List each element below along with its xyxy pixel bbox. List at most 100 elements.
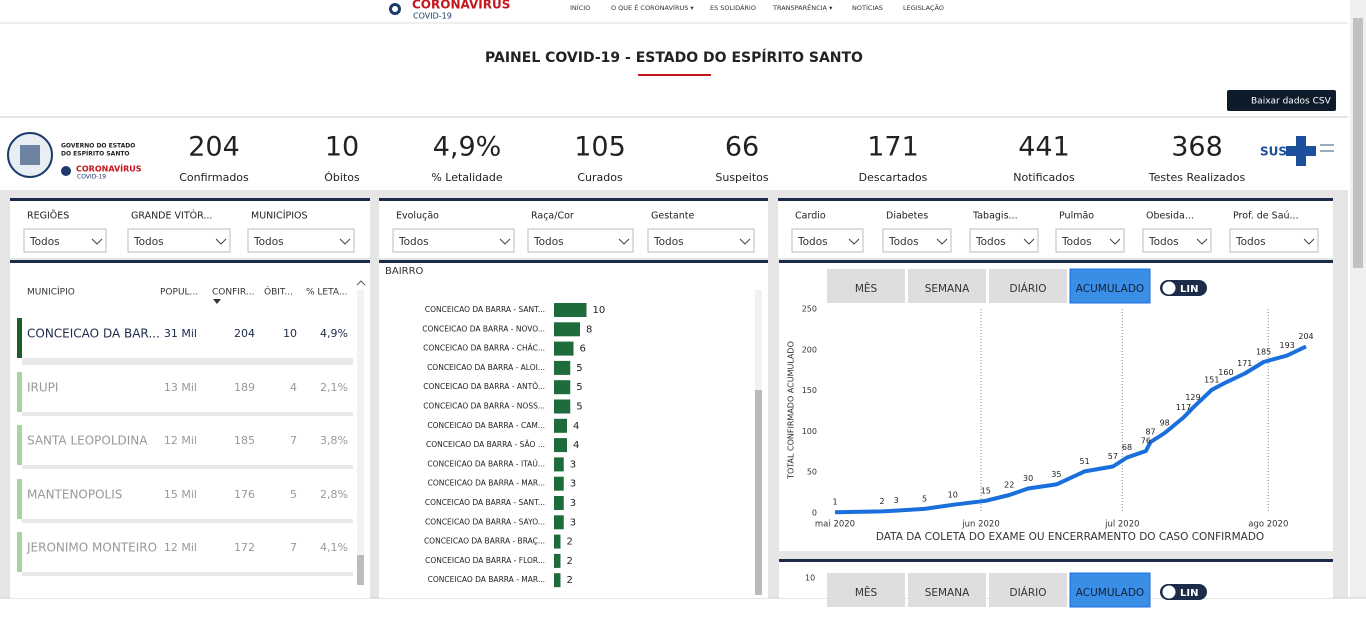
y-tick-label: 200	[802, 345, 817, 354]
period-button[interactable]	[908, 269, 986, 303]
bar	[554, 476, 564, 491]
filter-value: Todos	[133, 236, 164, 248]
filter-dropdown[interactable]	[882, 228, 952, 253]
gov-line2: DO ESPÍRITO SANTO	[61, 150, 130, 158]
row-indicator	[17, 318, 22, 358]
dropdown-arrow	[1023, 238, 1035, 245]
bar-value: 5	[576, 363, 582, 374]
nav-link[interactable]: O QUE É CORONAVÍRUS ▾	[611, 3, 694, 12]
bar-category: CONCEICAO DA BARRA - ALOI...	[427, 363, 545, 372]
table-cell: 4,1%	[320, 541, 348, 554]
period-button[interactable]	[989, 269, 1067, 303]
toggle-knob[interactable]	[1162, 585, 1176, 599]
panel-top-border	[779, 559, 1333, 562]
panel-top-border	[778, 198, 1333, 201]
filter-dropdown[interactable]	[527, 228, 634, 253]
point-label: 76	[1141, 436, 1151, 445]
y-tick-label: 10	[805, 574, 815, 583]
filter-dropdown[interactable]	[791, 228, 864, 253]
gov-crest	[7, 132, 71, 178]
nav-link[interactable]: ES SOLIDÁRIO	[710, 3, 756, 12]
nav-logo-icon	[389, 3, 401, 15]
sus-text: SUS	[1260, 145, 1287, 159]
bar-value: 4	[573, 421, 579, 432]
period-button-label[interactable]: DIÁRIO	[1009, 282, 1046, 295]
filter-dropdown[interactable]	[1055, 228, 1125, 253]
filter-dropdown[interactable]	[392, 228, 515, 253]
nav-link[interactable]: LEGISLAÇÃO	[903, 3, 944, 12]
csv-button[interactable]	[1227, 90, 1336, 111]
filter-label: Raça/Cor	[531, 211, 574, 222]
toggle-label[interactable]: LIN	[1180, 284, 1198, 295]
nav-logo-title: CORONAVÍRUS	[412, 0, 510, 12]
table-cell: JERONIMO MONTEIRO	[26, 541, 157, 555]
toggle-knob[interactable]	[1162, 281, 1176, 295]
nav-link[interactable]: NOTÍCIAS	[852, 3, 883, 12]
filter-dropdown[interactable]	[247, 228, 355, 253]
bar-category: CONCEICAO DA BARRA - MAR...	[428, 479, 545, 488]
point-label: 51	[1080, 457, 1090, 466]
row-indicator	[17, 372, 22, 412]
bar	[554, 341, 574, 356]
nav-link[interactable]: INÍCIO	[570, 3, 590, 12]
bar-value: 10	[593, 305, 606, 316]
table-cell: MANTENOPOLIS	[27, 488, 122, 502]
filter-label: Evolução	[396, 211, 439, 222]
table-header: CONFIR...	[212, 288, 254, 298]
bar	[554, 534, 561, 549]
period-button-label[interactable]: SEMANA	[925, 587, 970, 599]
scroll-up[interactable]	[356, 280, 366, 286]
period-button-label[interactable]: ACUMULADO	[1076, 587, 1144, 599]
filter-value: Todos	[797, 236, 828, 248]
panel	[779, 260, 1333, 551]
point-label: 30	[1023, 474, 1033, 483]
period-button-label[interactable]: ACUMULADO	[1076, 283, 1144, 295]
period-button-label[interactable]: DIÁRIO	[1009, 586, 1046, 599]
period-button-label[interactable]: MÊS	[855, 586, 878, 599]
filter-label: Tabagis...	[972, 211, 1018, 222]
table-cell: 31 Mil	[164, 327, 197, 340]
period-button[interactable]	[908, 573, 986, 607]
filter-dropdown[interactable]	[647, 228, 755, 253]
nav-link[interactable]: TRANSPARÊNCIA ▾	[772, 3, 833, 12]
period-button[interactable]	[1069, 268, 1151, 304]
filter-dropdown[interactable]	[1142, 228, 1212, 253]
csv-button-label[interactable]: Baixar dados CSV	[1251, 97, 1332, 107]
bar	[554, 380, 571, 395]
filter-label: Obesida...	[1146, 211, 1194, 222]
filter-label: Diabetes	[886, 211, 928, 222]
dropdown-arrow	[1109, 238, 1121, 245]
period-button[interactable]	[1069, 572, 1151, 608]
period-button[interactable]	[827, 573, 905, 607]
period-button[interactable]	[989, 573, 1067, 607]
bar-category: CONCEICAO DA BARRA - ITAÚ...	[427, 459, 545, 468]
dropdown-arrow	[848, 238, 860, 245]
table-scrollbar[interactable]	[357, 290, 364, 585]
filter-dropdown[interactable]	[1229, 228, 1319, 253]
table-scrollbar-thumb[interactable]	[357, 555, 364, 585]
filter-dropdown[interactable]	[127, 228, 231, 253]
dropdown-arrow	[339, 238, 351, 245]
kpi-value: 4,9%	[433, 132, 502, 163]
panel	[10, 260, 370, 598]
bar	[554, 457, 564, 472]
toggle-label[interactable]: LIN	[1180, 588, 1198, 599]
kpi-label: % Letalidade	[431, 171, 503, 184]
period-button-label[interactable]: MÊS	[855, 282, 878, 295]
bar-category: CONCEICAO DA BARRA - MAR...	[428, 575, 545, 584]
period-button-label[interactable]: SEMANA	[925, 283, 970, 295]
panel-top-border	[10, 260, 370, 263]
filter-dropdown[interactable]	[969, 228, 1039, 253]
scrollbar-thumb[interactable]	[1353, 18, 1363, 268]
y-tick-label: 50	[807, 468, 817, 477]
bairro-scrollbar-thumb[interactable]	[755, 390, 762, 595]
bar-value: 6	[580, 344, 586, 355]
table-cell: CONCEICAO DA BAR...	[27, 327, 160, 341]
table-cell: 12 Mil	[164, 541, 197, 554]
filter-dropdown[interactable]	[23, 228, 107, 253]
kpi-label: Curados	[577, 171, 623, 184]
period-button[interactable]	[827, 269, 905, 303]
point-label: 87	[1145, 428, 1155, 437]
table-cell: 2,8%	[320, 488, 348, 501]
